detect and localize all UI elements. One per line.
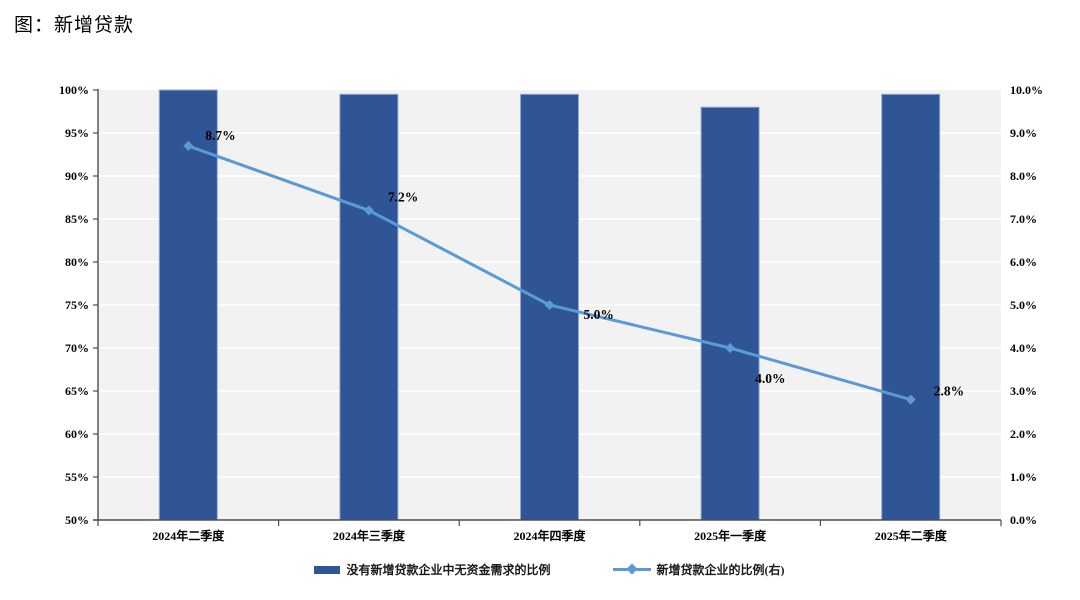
- x-tick-label: 2024年三季度: [333, 528, 406, 543]
- line-marker: [183, 140, 194, 151]
- right-axis-labels: 10.0% 9.0% 8.0% 7.0% 6.0% 5.0% 4.0% 3.0% 2.0% 1.0…: [1010, 83, 1043, 527]
- y-right-tick-label: 4.0%: [1010, 341, 1037, 355]
- y-left-tick-label: 75%: [65, 298, 89, 312]
- y-left-tick-label: 90%: [65, 169, 89, 183]
- line-data-label: 2.8%: [934, 384, 964, 399]
- legend-line-marker-icon: [625, 563, 638, 575]
- bar: [881, 93, 941, 521]
- y-right-tick-label: 7.0%: [1010, 212, 1037, 226]
- y-left-tick-label: 95%: [65, 126, 89, 140]
- y-right-tick-label: 1.0%: [1010, 470, 1037, 484]
- page-title: 图：新增贷款: [14, 15, 135, 36]
- legend-line-swatch-icon: [612, 563, 651, 575]
- line-series: [183, 140, 916, 405]
- line-marker: [363, 205, 374, 216]
- left-axis-labels: 100% 95% 90% 85% 80% 75% 70% 65% 60% 55% 50%: [59, 83, 89, 527]
- bars-series: [158, 89, 941, 521]
- bar: [158, 89, 218, 521]
- line-data-label: 5.0%: [584, 307, 614, 322]
- x-tick-label: 2025年一季度: [694, 528, 767, 543]
- y-left-tick-label: 65%: [65, 384, 89, 398]
- y-left-tick-label: 70%: [65, 341, 89, 355]
- legend-item: 没有新增贷款企业中无资金需求的比例: [314, 561, 551, 578]
- y-left-tick-label: 50%: [65, 513, 89, 527]
- line-data-labels: 8.7% 7.2% 5.0% 4.0% 2.8%: [205, 128, 964, 399]
- legend-bar-swatch-icon: [314, 565, 341, 574]
- x-tick-label: 2024年二季度: [152, 528, 225, 543]
- line-data-label: 8.7%: [205, 128, 235, 143]
- bar: [520, 93, 579, 521]
- line-marker: [725, 343, 736, 353]
- bar: [339, 93, 399, 521]
- line-data-label: 4.0%: [755, 371, 785, 386]
- y-right-tick-label: 2.0%: [1010, 427, 1037, 441]
- y-right-tick-label: 6.0%: [1010, 255, 1037, 269]
- legend-item: 新增贷款企业的比例(右): [612, 561, 785, 578]
- line-marker: [905, 394, 916, 405]
- line-data-label: 7.2%: [388, 189, 418, 204]
- y-right-tick-label: 0.0%: [1010, 513, 1037, 527]
- legend-label: 新增贷款企业的比例(右): [656, 563, 785, 577]
- y-left-tick-label: 80%: [65, 255, 89, 269]
- legend-label: 没有新增贷款企业中无资金需求的比例: [346, 563, 551, 577]
- x-tick-label: 2024年四季度: [513, 528, 586, 543]
- y-left-tick-label: 60%: [65, 427, 89, 441]
- y-right-tick-label: 8.0%: [1010, 169, 1037, 183]
- y-left-tick-label: 100%: [59, 83, 89, 97]
- y-right-tick-label: 5.0%: [1010, 298, 1037, 312]
- axes: [93, 89, 1002, 526]
- bar: [700, 106, 760, 521]
- y-left-tick-label: 55%: [65, 470, 89, 484]
- y-right-tick-label: 10.0%: [1010, 83, 1043, 97]
- x-axis-labels: 2024年二季度 2024年三季度 2024年四季度 2025年一季度 2025年二季度: [152, 528, 947, 543]
- y-right-tick-label: 9.0%: [1010, 126, 1037, 140]
- line-marker: [544, 300, 555, 310]
- y-right-tick-label: 3.0%: [1010, 384, 1037, 398]
- y-left-tick-label: 85%: [65, 212, 89, 226]
- chart-legend: 没有新增贷款企业中无资金需求的比例 新增贷款企业的比例(右): [98, 561, 1001, 578]
- x-tick-label: 2025年二季度: [875, 528, 948, 543]
